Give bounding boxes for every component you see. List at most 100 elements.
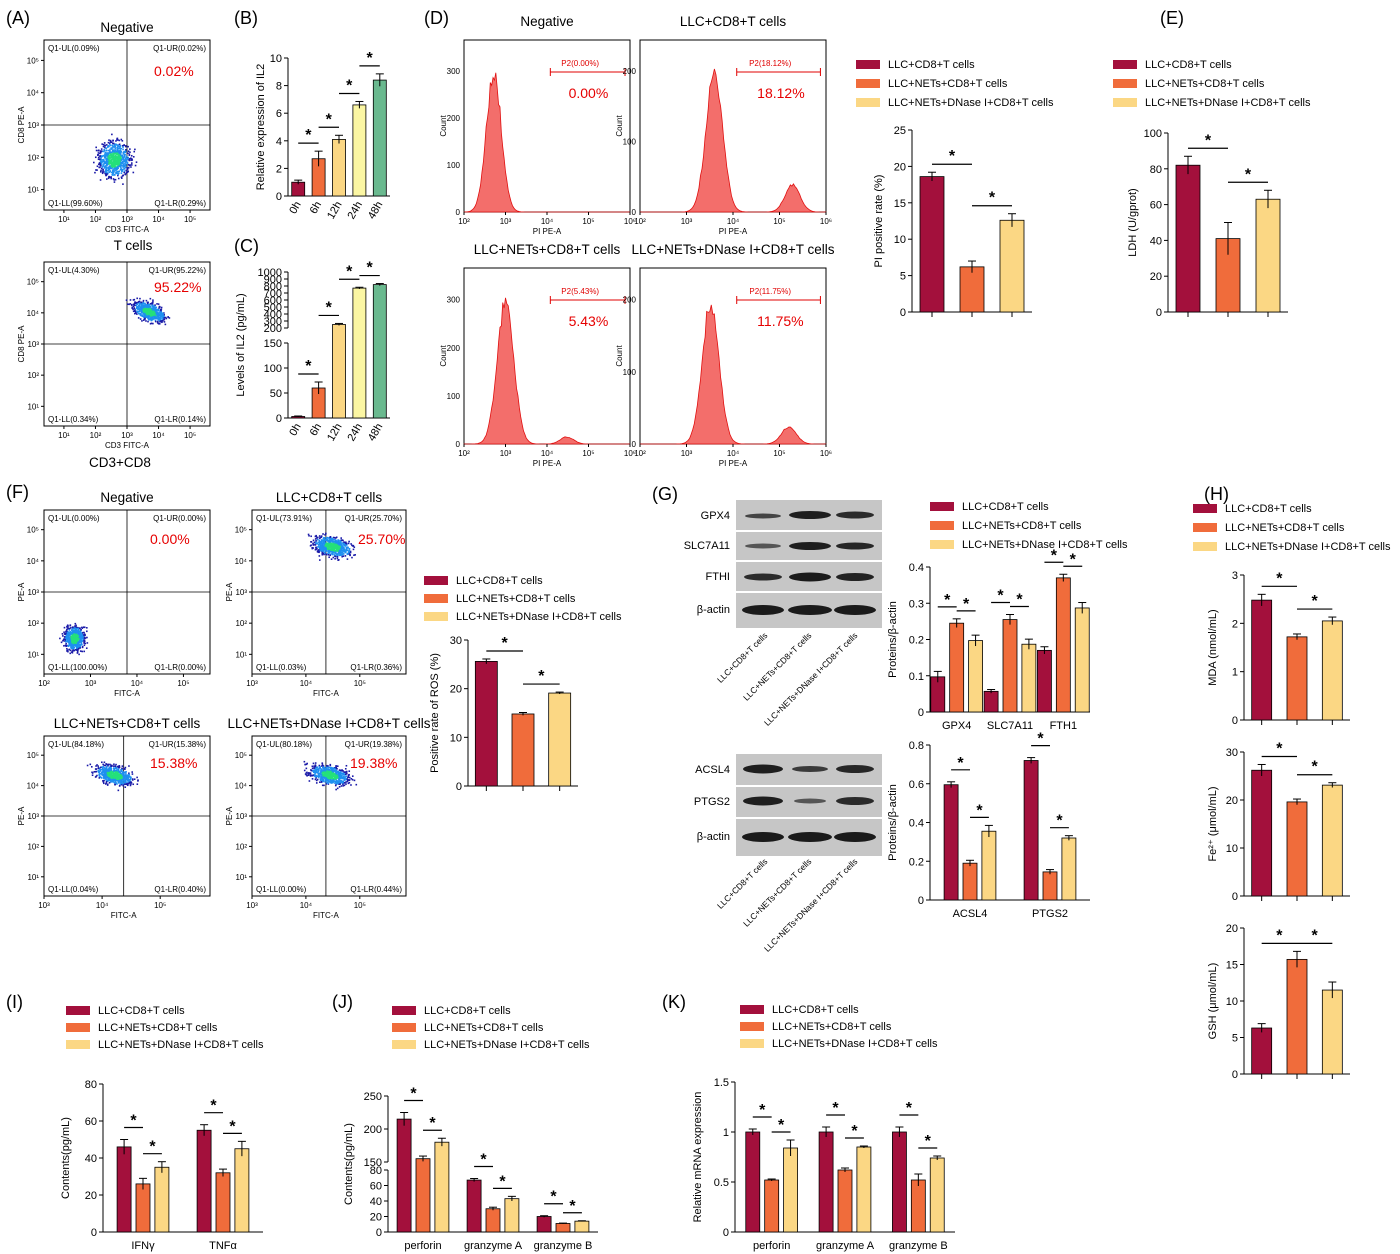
legend-label: LLC+NETs+DNase I+CD8+T cells — [772, 1038, 938, 1050]
flow-event — [343, 775, 345, 777]
flow-event — [118, 776, 120, 778]
blot-row-label: SLC7A11 — [684, 540, 730, 552]
flow-event — [333, 776, 336, 779]
flow-event — [103, 775, 105, 778]
flow-event — [333, 551, 335, 553]
flow-event — [118, 170, 121, 173]
flow-event — [337, 781, 339, 783]
flow-event — [326, 771, 329, 774]
flow-event — [69, 624, 72, 626]
flow-event — [96, 165, 99, 168]
y-tick-label: 800 — [264, 281, 282, 293]
flow-event — [319, 547, 321, 549]
flow-event — [116, 152, 119, 155]
bar — [574, 1220, 590, 1233]
y-tick-label: 10 — [1226, 996, 1238, 1008]
significance-star: * — [130, 1113, 137, 1130]
bar — [919, 176, 945, 313]
flow-event — [80, 641, 83, 644]
bar — [555, 1223, 571, 1233]
flow-event — [324, 546, 327, 549]
flow-event — [326, 547, 329, 549]
flow-event — [115, 166, 117, 169]
flow-event — [151, 308, 153, 310]
flow-event — [112, 778, 115, 781]
flow-event — [78, 641, 80, 643]
flow-event — [130, 303, 133, 306]
flow-event — [104, 162, 106, 165]
flow-event — [80, 636, 82, 639]
flow-event — [164, 316, 167, 319]
flow-event — [112, 149, 114, 152]
flow-event — [67, 627, 69, 629]
gate-value: 11.75% — [757, 313, 803, 329]
flow-event — [155, 306, 158, 309]
flow-event — [313, 765, 315, 767]
flow-plot-a-tcells: Q1-UL(4.30%) Q1-UR(95.22%)Q1-LL(0.34%) Q1-… — [17, 261, 211, 470]
flow-event — [342, 776, 345, 778]
flow-event — [342, 555, 345, 558]
flow-event — [312, 547, 315, 549]
flow-event — [110, 144, 112, 147]
histogram-frame — [639, 267, 827, 445]
flow-event — [111, 154, 114, 157]
flow-event — [100, 761, 103, 764]
flow-event — [138, 310, 140, 313]
flow-event — [124, 778, 127, 780]
flow-event — [80, 640, 82, 642]
flow-event — [344, 778, 346, 781]
flow-event — [100, 167, 103, 170]
flow-event — [319, 767, 321, 769]
flow-event — [69, 643, 72, 645]
flow-event — [111, 159, 114, 161]
flow-event — [114, 158, 117, 161]
flow-event — [113, 774, 115, 777]
flow-event — [339, 783, 341, 785]
flow-event — [163, 318, 166, 321]
flow-event — [325, 543, 327, 546]
flow-event — [114, 174, 116, 176]
flow-event — [135, 161, 138, 163]
flow-event — [137, 308, 140, 311]
flow-event — [110, 776, 113, 778]
flow-event — [112, 145, 114, 148]
flow-event — [137, 312, 140, 315]
bar — [372, 79, 387, 197]
flow-event — [157, 308, 160, 311]
flow-event — [331, 549, 333, 552]
flow-event — [110, 775, 113, 777]
flow-event — [341, 555, 343, 558]
quadrant-value: 25.70% — [358, 531, 405, 547]
flow-event — [105, 147, 107, 149]
flow-event — [111, 161, 114, 163]
flow-event — [126, 168, 129, 170]
flow-event — [107, 779, 110, 781]
flow-event — [116, 144, 119, 146]
flow-event — [159, 311, 161, 313]
flow-event — [125, 169, 128, 172]
flow-event — [112, 167, 114, 169]
flow-event — [105, 160, 108, 163]
flow-event — [69, 633, 71, 636]
flow-event — [131, 307, 134, 309]
x-axis-label: PI PE-A — [533, 459, 562, 468]
flow-event — [347, 547, 349, 549]
legend-label: LLC+NETs+DNase I+CD8+T cells — [98, 1039, 264, 1051]
flow-event — [132, 171, 135, 174]
flow-event — [327, 765, 329, 767]
flow-event — [112, 155, 115, 157]
flow-event — [134, 309, 136, 312]
flow-event — [127, 781, 130, 783]
flow-event — [123, 144, 125, 147]
significance-star: * — [832, 1100, 839, 1117]
flow-event — [321, 766, 324, 769]
flow-event — [111, 778, 113, 781]
flow-event — [105, 149, 108, 152]
flow-event — [123, 776, 126, 778]
flow-event — [112, 153, 115, 156]
flow-event — [337, 547, 340, 550]
flow-event — [110, 177, 113, 180]
bar — [485, 1208, 501, 1233]
